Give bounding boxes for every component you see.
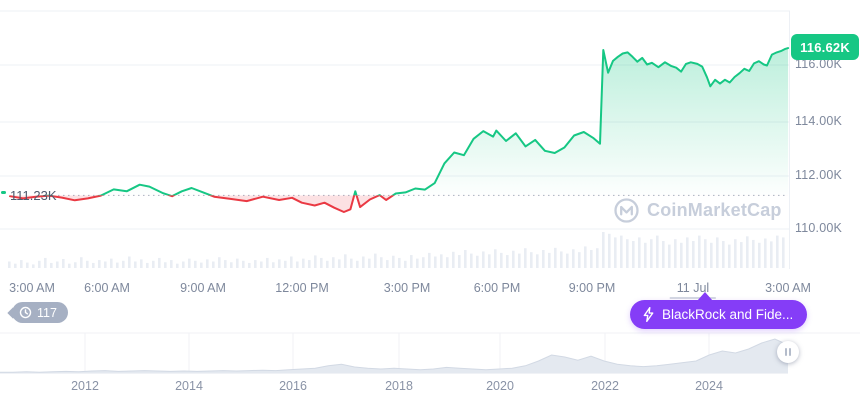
- history-clock-icon: [19, 306, 32, 319]
- volume-bars: [8, 232, 785, 268]
- navigator-year-label: 2018: [385, 379, 413, 393]
- y-axis-label: 114.00K: [795, 114, 843, 128]
- navigator-year-label: 2022: [591, 379, 619, 393]
- navigator-year-label: 2014: [175, 379, 203, 393]
- handle-grip-bar: [789, 348, 792, 356]
- lightning-bolt-icon: [643, 307, 654, 322]
- coinmarketcap-logo-icon: [614, 198, 639, 223]
- x-axis-label: 3:00 AM: [765, 281, 811, 295]
- news-annotation-label: BlackRock and Fide...: [662, 307, 794, 322]
- news-annotation-button[interactable]: BlackRock and Fide...: [630, 300, 808, 329]
- gridlines: [0, 10, 790, 269]
- y-axis-label: 110.00K: [795, 221, 843, 235]
- navigator-year-label: 2016: [279, 379, 307, 393]
- navigator-range-handle[interactable]: [777, 341, 799, 363]
- current-price-badge: 116.62K: [791, 34, 859, 60]
- watermark-text: CoinMarketCap: [647, 200, 782, 220]
- x-axis-label: 6:00 PM: [473, 281, 521, 295]
- y-axis-label: 116.00K: [795, 57, 843, 71]
- price-line: [9, 47, 790, 213]
- baseline-tick-marker: [1, 191, 6, 194]
- events-history-badge[interactable]: 117: [12, 302, 68, 323]
- navigator-minichart[interactable]: [0, 332, 860, 374]
- x-axis-label: 3:00 AM: [9, 281, 55, 295]
- x-axis-label: 9:00 AM: [180, 281, 226, 295]
- news-button-pointer: [697, 292, 713, 301]
- x-axis-label: 12:00 PM: [275, 281, 329, 295]
- handle-grip-bar: [784, 348, 787, 356]
- y-axis-label: 112.00K: [795, 168, 843, 182]
- watermark: CoinMarketCap: [613, 197, 782, 224]
- events-history-count: 117: [37, 305, 57, 320]
- price-area-fills: [10, 48, 789, 212]
- x-axis-label: 9:00 PM: [568, 281, 616, 295]
- navigator-year-label: 2012: [71, 379, 99, 393]
- x-axis-label: 6:00 AM: [84, 281, 130, 295]
- x-axis-label: 3:00 PM: [383, 281, 431, 295]
- baseline-price-label: 111.23K: [10, 188, 57, 203]
- navigator-year-label: 2020: [486, 379, 514, 393]
- navigator-year-label: 2024: [695, 379, 723, 393]
- x-axis-label-date: 11 Jul: [669, 281, 717, 299]
